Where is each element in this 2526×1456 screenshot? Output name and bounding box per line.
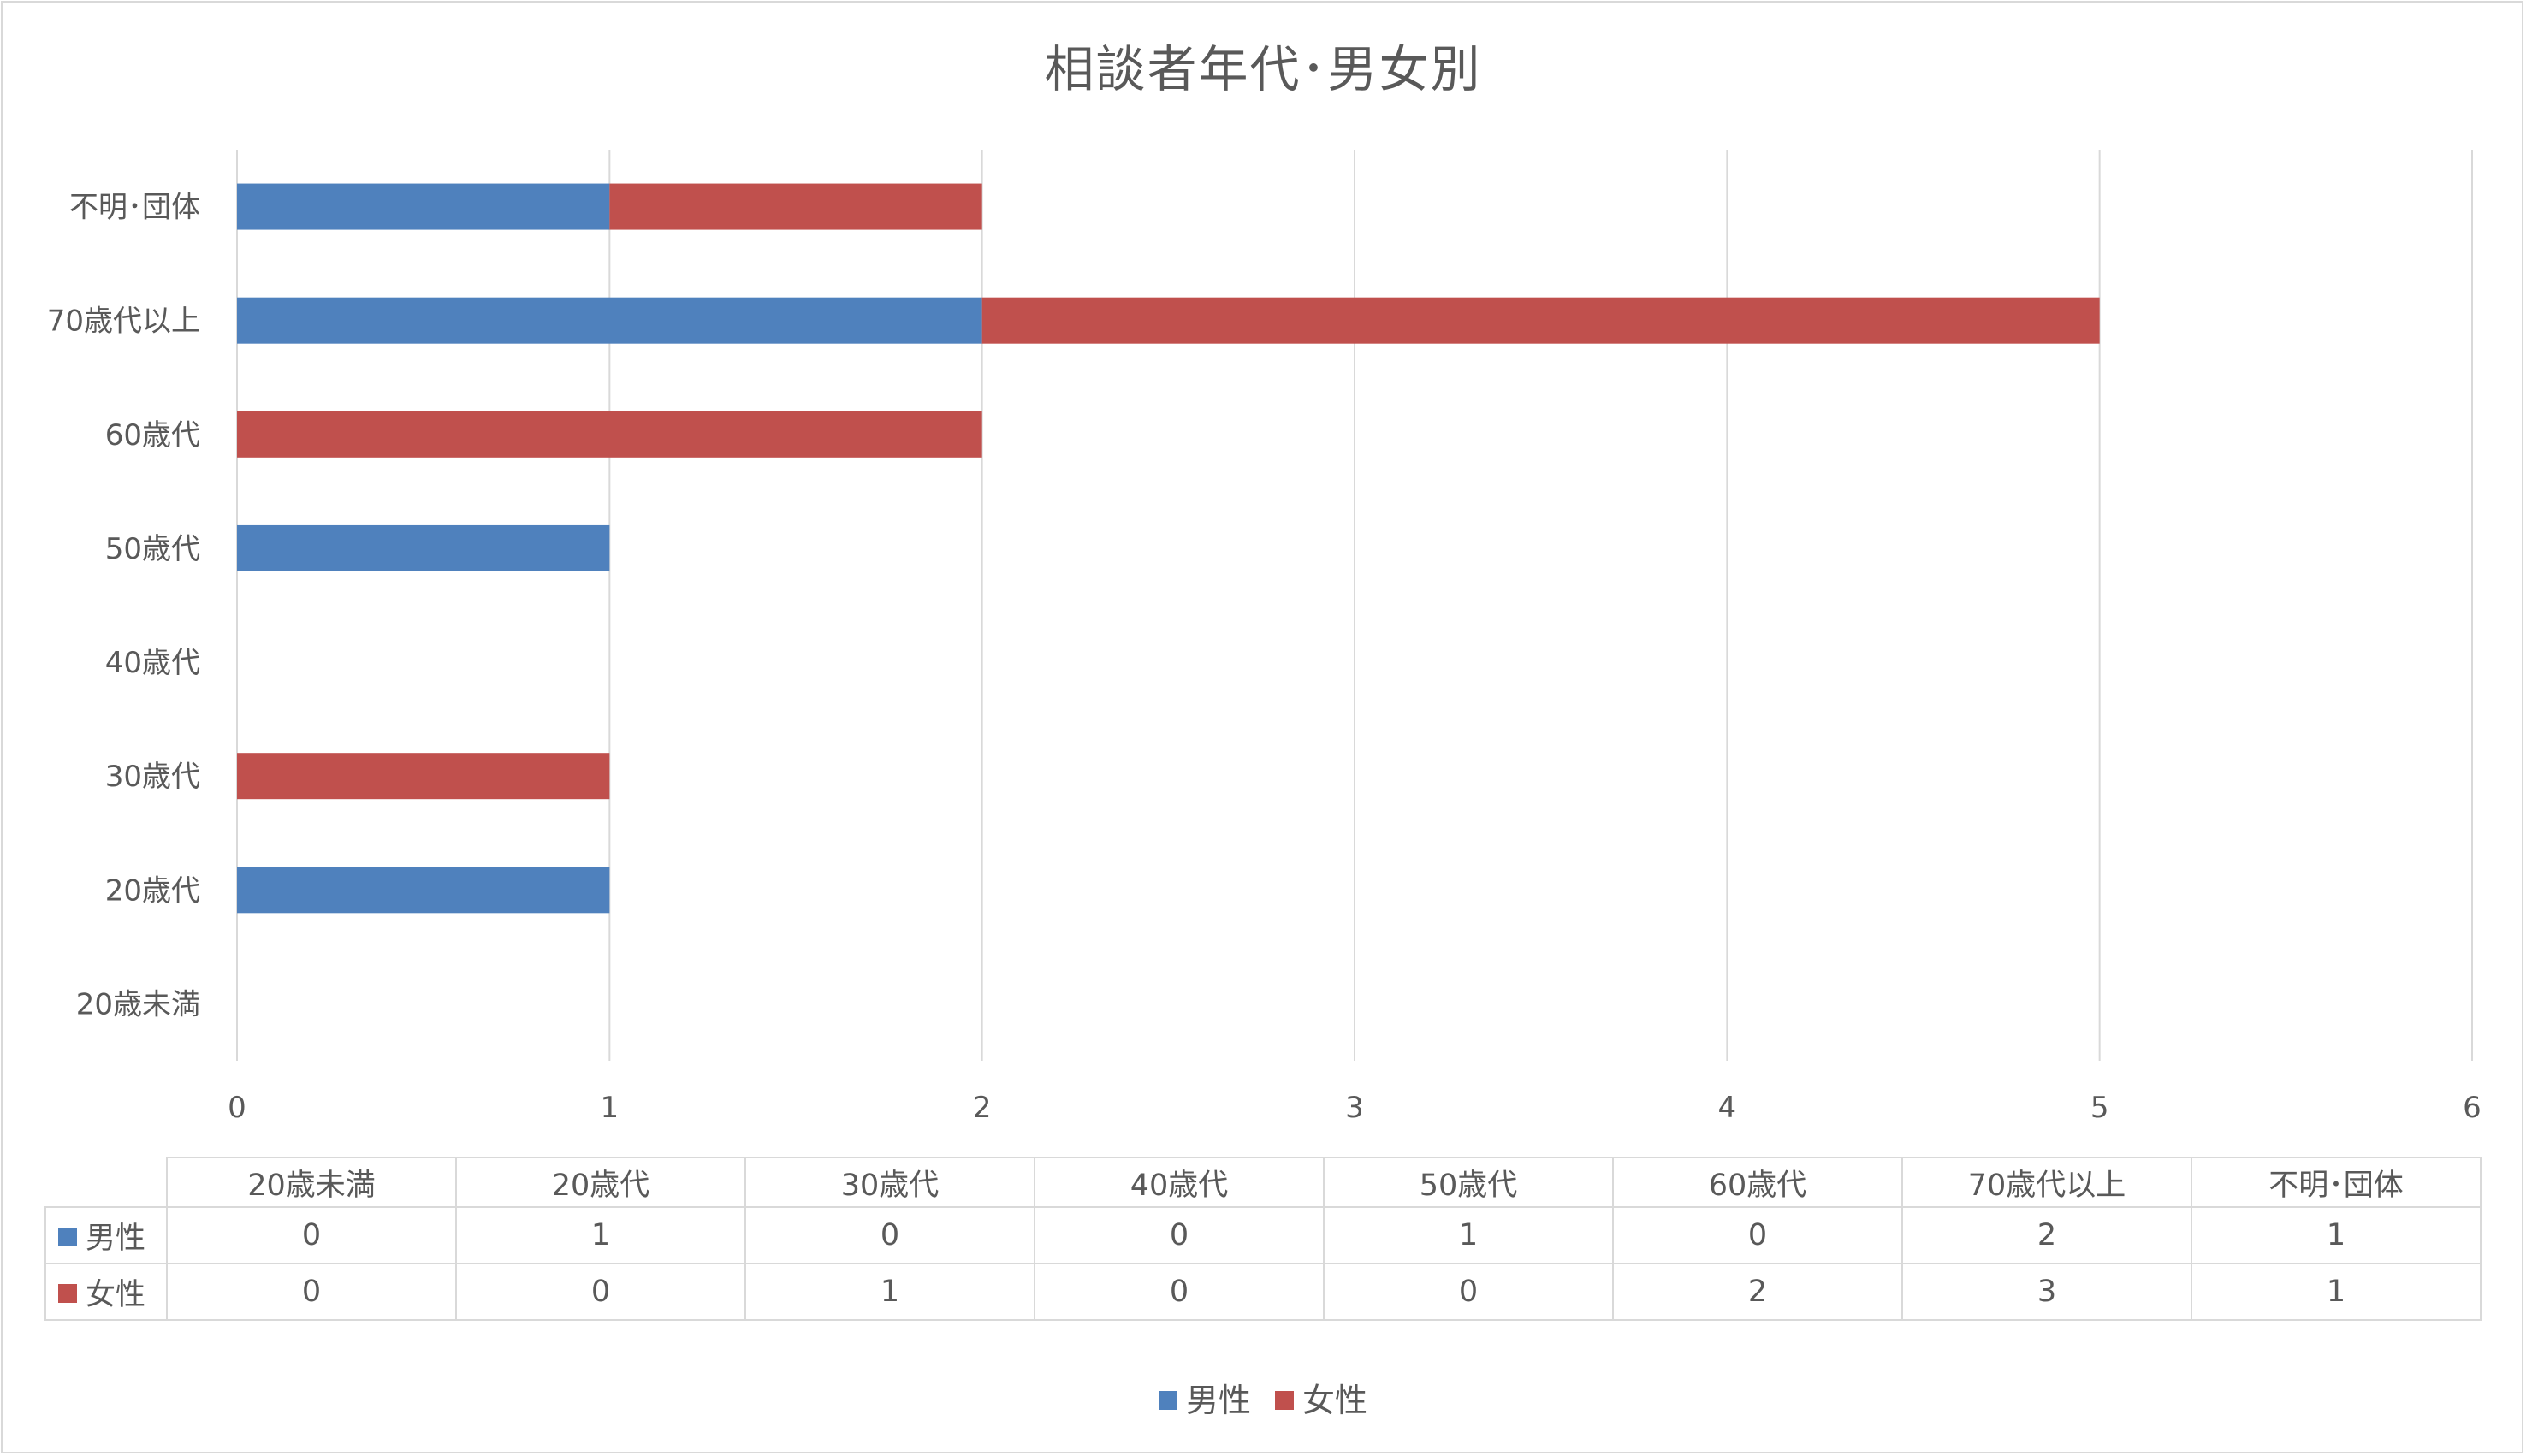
chart-title: 相談者年代･男女別 [1044, 40, 1482, 98]
legend-label: 女性 [1302, 1382, 1368, 1419]
bar-male-6 [237, 297, 982, 344]
data-table-header-cell: 70歳代以上 [1901, 1157, 2192, 1208]
data-table-cell: 0 [744, 1206, 1035, 1264]
legend-swatch [1275, 1390, 1294, 1410]
data-table-header-cell: 40歳代 [1034, 1157, 1325, 1208]
data-table-header-cell: 不明･団体 [2191, 1157, 2482, 1208]
legend: 男性 女性 [0, 1374, 2526, 1421]
data-table-cell: 1 [744, 1263, 1035, 1321]
bar-male-1 [237, 867, 610, 914]
plot-area: 20歳未満 20歳代 30歳代 40歳代 50歳代 60歳代 70歳代以上 不明･団体 0 1 2… [47, 150, 2482, 1125]
y-axis-label-1: 20歳代 [105, 873, 200, 908]
bar-female-7 [609, 183, 982, 230]
bar-male-7 [237, 183, 610, 230]
data-table-corner [45, 1157, 168, 1208]
y-axis-label-4: 50歳代 [105, 532, 200, 566]
x-tick-label-0: 0 [228, 1091, 246, 1125]
gridlines [236, 150, 2473, 1061]
legend-label: 男性 [1185, 1382, 1251, 1419]
data-table-cell: 0 [1612, 1206, 1903, 1264]
data-table-cell: 0 [166, 1263, 457, 1321]
data-table-header-cell: 30歳代 [744, 1157, 1035, 1208]
x-tick-label-5: 5 [2090, 1091, 2109, 1125]
data-table-row-label: 男性 [44, 1206, 168, 1264]
x-tick-label-3: 3 [1345, 1091, 1364, 1125]
x-tick-label-2: 2 [973, 1091, 992, 1125]
y-axis-label-6: 70歳代以上 [47, 305, 200, 339]
data-table-cell: 0 [1034, 1263, 1325, 1321]
data-table-cell: 0 [166, 1206, 457, 1264]
data-table-cell: 1 [1323, 1206, 1614, 1264]
data-table-header-cell: 20歳代 [455, 1157, 746, 1208]
x-tick-label-6: 6 [2463, 1091, 2482, 1125]
data-table-header-cell: 50歳代 [1323, 1157, 1614, 1208]
data-table-row-label: 女性 [44, 1263, 168, 1321]
data-table-row-female: 女性 0 0 1 0 0 2 3 1 [44, 1263, 2482, 1321]
data-table-header-cell: 20歳未満 [166, 1157, 457, 1208]
data-table-header-row: 20歳未満 20歳代 30歳代 40歳代 50歳代 60歳代 70歳代以上 不明･団体 [45, 1157, 2482, 1208]
series-name: 男性 [86, 1221, 146, 1256]
series-swatch [58, 1227, 77, 1246]
x-axis-ticks: 0 1 2 3 4 5 6 [228, 1091, 2482, 1125]
y-axis-labels: 20歳未満 20歳代 30歳代 40歳代 50歳代 60歳代 70歳代以上 不明･団体 [47, 191, 200, 1022]
data-table-cell: 2 [1901, 1206, 2192, 1264]
data-table-cell: 0 [1034, 1206, 1325, 1264]
data-table-cell: 0 [455, 1263, 746, 1321]
data-table: 20歳未満 20歳代 30歳代 40歳代 50歳代 60歳代 70歳代以上 不明･団体 男性 0… [44, 1157, 2482, 1321]
y-axis-label-5: 60歳代 [105, 418, 200, 453]
x-tick-label-1: 1 [601, 1091, 620, 1125]
y-axis-label-3: 40歳代 [105, 646, 200, 680]
data-table-cell: 3 [1901, 1263, 2192, 1321]
bar-female-5 [237, 411, 982, 458]
data-table-cell: 1 [455, 1206, 746, 1264]
legend-item-male: 男性 [1158, 1374, 1251, 1421]
series-name: 女性 [86, 1277, 146, 1312]
data-table-header-cell: 60歳代 [1612, 1157, 1903, 1208]
data-table-row-male: 男性 0 1 0 0 1 0 2 1 [44, 1206, 2482, 1264]
data-table-cell: 0 [1323, 1263, 1614, 1321]
bars [237, 183, 2100, 914]
y-axis-label-0: 20歳未満 [76, 987, 200, 1021]
y-axis-label-2: 30歳代 [105, 760, 200, 794]
bar-female-2 [237, 753, 610, 800]
legend-swatch [1158, 1390, 1177, 1410]
data-table-cell: 1 [2191, 1206, 2482, 1264]
bar-female-6 [981, 297, 2100, 344]
bar-male-4 [237, 524, 610, 571]
data-table-cell: 1 [2191, 1263, 2482, 1321]
x-tick-label-4: 4 [1718, 1091, 1737, 1125]
legend-item-female: 女性 [1275, 1374, 1367, 1421]
data-table-cell: 2 [1612, 1263, 1903, 1321]
series-swatch [58, 1283, 77, 1303]
y-axis-label-7: 不明･団体 [69, 191, 200, 225]
